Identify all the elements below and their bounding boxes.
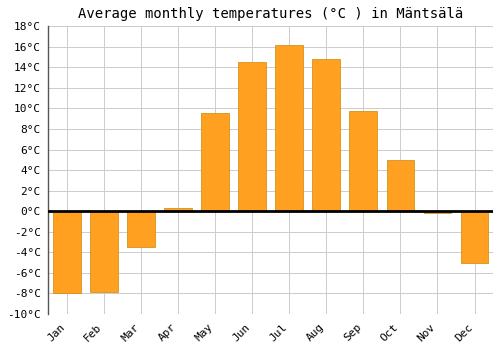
Bar — [460, 211, 488, 262]
Title: Average monthly temperatures (°C ) in Mäntsälä: Average monthly temperatures (°C ) in Mä… — [78, 7, 464, 21]
Bar — [53, 211, 81, 293]
Bar — [201, 113, 229, 211]
Bar — [127, 211, 155, 247]
Bar — [90, 211, 118, 293]
Bar — [424, 211, 452, 213]
Bar — [312, 59, 340, 211]
Bar — [164, 208, 192, 211]
Bar — [386, 160, 414, 211]
Bar — [276, 45, 303, 211]
Bar — [238, 62, 266, 211]
Bar — [350, 111, 377, 211]
